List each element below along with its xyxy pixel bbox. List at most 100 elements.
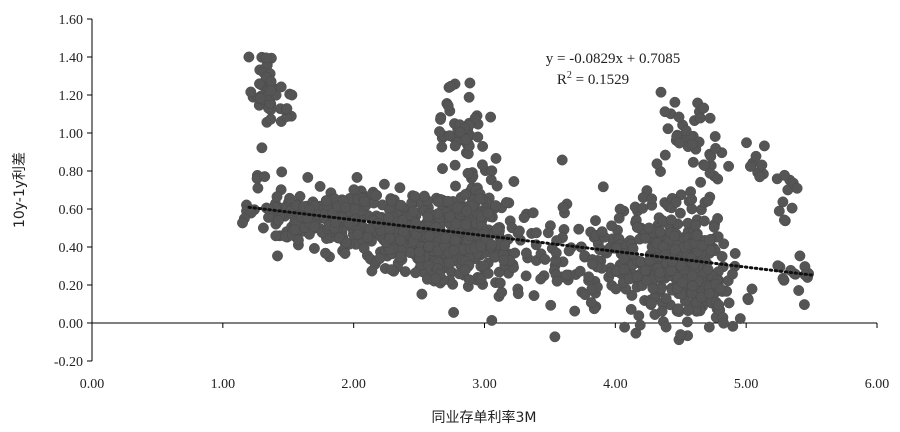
scatter-point	[464, 77, 476, 89]
scatter-point	[703, 321, 715, 333]
scatter-point	[670, 196, 682, 208]
scatter-point	[704, 234, 716, 246]
scatter-point	[594, 244, 606, 256]
scatter-point	[634, 319, 646, 331]
scatter-point	[366, 265, 378, 277]
scatter-point	[498, 254, 510, 266]
scatter-point	[491, 223, 503, 235]
scatter-point	[542, 227, 554, 239]
r-squared-exponent: 2	[567, 70, 572, 81]
scatter-point	[556, 154, 568, 166]
scatter-point	[264, 85, 276, 97]
scatter-point	[659, 149, 671, 161]
scatter-point	[394, 182, 406, 194]
scatter-point	[475, 240, 487, 252]
scatter-point	[490, 200, 502, 212]
scatter-point	[680, 125, 692, 137]
scatter-point	[557, 201, 569, 213]
scatter-point	[631, 271, 643, 283]
scatter-point	[651, 158, 663, 170]
scatter-point	[463, 91, 475, 103]
scatter-point	[491, 180, 503, 192]
scatter-point	[659, 106, 671, 118]
scatter-point	[444, 210, 456, 222]
scatter-point	[662, 123, 674, 135]
scatter-point	[585, 297, 597, 309]
x-tick-label: 0.00	[80, 377, 105, 392]
scatter-point	[704, 287, 715, 299]
scatter-point	[676, 276, 688, 288]
scatter-point	[791, 182, 803, 194]
scatter-point	[422, 211, 434, 223]
x-tick-label: 5.00	[734, 377, 759, 392]
scatter-point	[508, 176, 520, 187]
scatter-point	[573, 223, 585, 235]
scatter-point	[574, 265, 586, 277]
scatter-point	[442, 100, 454, 112]
r-squared-value: = 0.1529	[572, 72, 629, 88]
scatter-point	[718, 317, 730, 329]
scatter-point	[691, 229, 703, 241]
scatter-point	[374, 252, 386, 264]
scatter-point	[705, 150, 717, 162]
scatter-point	[713, 299, 725, 311]
scatter-point	[459, 188, 471, 200]
scatter-point	[596, 226, 608, 238]
scatter-point	[407, 206, 419, 218]
scatter-point	[660, 321, 672, 333]
scatter-point	[727, 320, 739, 332]
trendline	[247, 205, 814, 277]
scatter-point	[618, 264, 630, 275]
scatter-point	[454, 126, 466, 138]
scatter-point	[270, 230, 282, 242]
scatter-point	[500, 197, 512, 208]
scatter-point	[482, 207, 494, 219]
axes-layer	[91, 19, 877, 361]
y-tick-label: 0.40	[59, 241, 84, 256]
scatter-point	[463, 274, 475, 286]
scatter-point	[682, 305, 694, 317]
scatter-point	[686, 193, 698, 205]
scatter-point	[779, 169, 790, 181]
scatter-point	[610, 283, 622, 295]
scatter-point	[486, 165, 498, 177]
scatter-point	[243, 51, 255, 63]
scatter-point	[734, 313, 746, 325]
scatter-point	[702, 263, 714, 275]
scatter-point	[687, 280, 699, 292]
scatter-point	[587, 258, 598, 270]
scatter-point	[252, 182, 264, 194]
scatter-point	[518, 212, 530, 224]
x-axis-title: 同业存单利率3M	[432, 409, 537, 426]
scatter-point	[715, 283, 726, 295]
scatter-point	[485, 111, 497, 123]
scatter-point	[384, 232, 396, 244]
scatter-point	[708, 221, 720, 233]
scatter-point	[423, 241, 435, 253]
x-tick-label: 1.00	[211, 377, 236, 392]
scatter-point	[646, 297, 658, 309]
scatter-point	[647, 282, 659, 294]
y-tick-label: 0.00	[59, 317, 84, 332]
scatter-point	[404, 247, 416, 259]
scatter-point	[756, 159, 768, 171]
scatter-point	[793, 285, 805, 296]
scatter-point	[656, 305, 668, 317]
scatter-point	[723, 160, 735, 172]
scatter-point	[794, 250, 806, 262]
scatter-point	[512, 288, 524, 300]
scatter-point	[362, 231, 374, 243]
scatter-point	[513, 225, 525, 237]
x-tick-label: 4.00	[603, 377, 628, 392]
scatter-point	[339, 202, 351, 213]
scatter-point	[321, 195, 332, 207]
scatter-point	[341, 237, 353, 249]
scatter-point	[439, 232, 451, 244]
scatter-point	[669, 96, 681, 108]
scatter-point	[482, 267, 494, 279]
scatter-point	[586, 283, 598, 295]
scatter-point	[449, 159, 461, 171]
scatter-point	[550, 247, 562, 259]
scatter-point	[459, 264, 471, 276]
